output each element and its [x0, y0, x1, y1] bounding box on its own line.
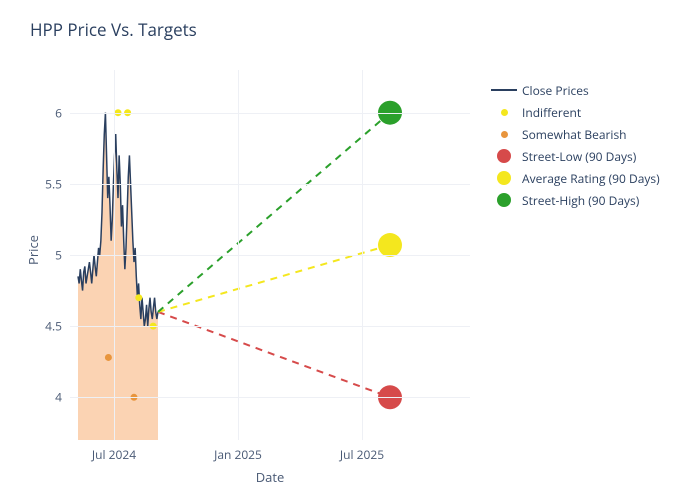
legend-item: Street-High (90 Days) [490, 190, 660, 210]
chart-title: HPP Price Vs. Targets [30, 18, 197, 41]
y-tick-label: 5.5 [45, 175, 62, 192]
legend-label: Somewhat Bearish [522, 126, 627, 143]
gridline-h [70, 397, 470, 398]
legend: Close Prices Indifferent Somewhat Bearish S… [490, 80, 660, 212]
target-marker-average [378, 233, 402, 257]
legend-dot-icon [497, 149, 511, 163]
legend-dot-icon [497, 193, 511, 207]
legend-line-icon [491, 89, 517, 91]
legend-item: Somewhat Bearish [490, 124, 660, 144]
legend-dot-icon [501, 131, 508, 138]
x-tick-label: Jul 2024 [92, 446, 136, 463]
close-prices-area [78, 113, 158, 440]
target-line-street_high [158, 113, 390, 312]
legend-label: Street-Low (90 Days) [522, 148, 636, 165]
chart-container: HPP Price Vs. Targets Price Date 44.555.… [0, 0, 700, 500]
y-tick-label: 4 [55, 389, 62, 406]
gridline-h [70, 113, 470, 114]
legend-dot-icon [497, 171, 511, 185]
target-line-street_low [158, 312, 390, 397]
y-axis-label: Price [24, 235, 42, 265]
gridline-h [70, 326, 470, 327]
legend-label: Average Rating (90 Days) [522, 170, 660, 187]
gridline-h [70, 184, 470, 185]
plot-area: 44.555.56Jul 2024Jan 2025Jul 2025 [70, 70, 470, 440]
legend-label: Street-High (90 Days) [522, 192, 639, 209]
legend-item: Average Rating (90 Days) [490, 168, 660, 188]
somewhat-bearish-point [105, 354, 112, 361]
gridline-v [114, 70, 115, 440]
indifferent-point [135, 294, 142, 301]
y-tick-label: 4.5 [45, 318, 62, 335]
legend-item: Street-Low (90 Days) [490, 146, 660, 166]
legend-label: Close Prices [522, 82, 589, 99]
gridline-v [238, 70, 239, 440]
legend-dot-icon [501, 109, 508, 116]
x-tick-label: Jul 2025 [340, 446, 384, 463]
legend-item: Indifferent [490, 102, 660, 122]
y-tick-label: 6 [55, 104, 62, 121]
x-axis-label: Date [70, 468, 470, 486]
y-tick-label: 5 [55, 247, 62, 264]
gridline-h [70, 255, 470, 256]
legend-item: Close Prices [490, 80, 660, 100]
gridline-v [362, 70, 363, 440]
legend-label: Indifferent [522, 104, 581, 121]
x-tick-label: Jan 2025 [214, 446, 262, 463]
